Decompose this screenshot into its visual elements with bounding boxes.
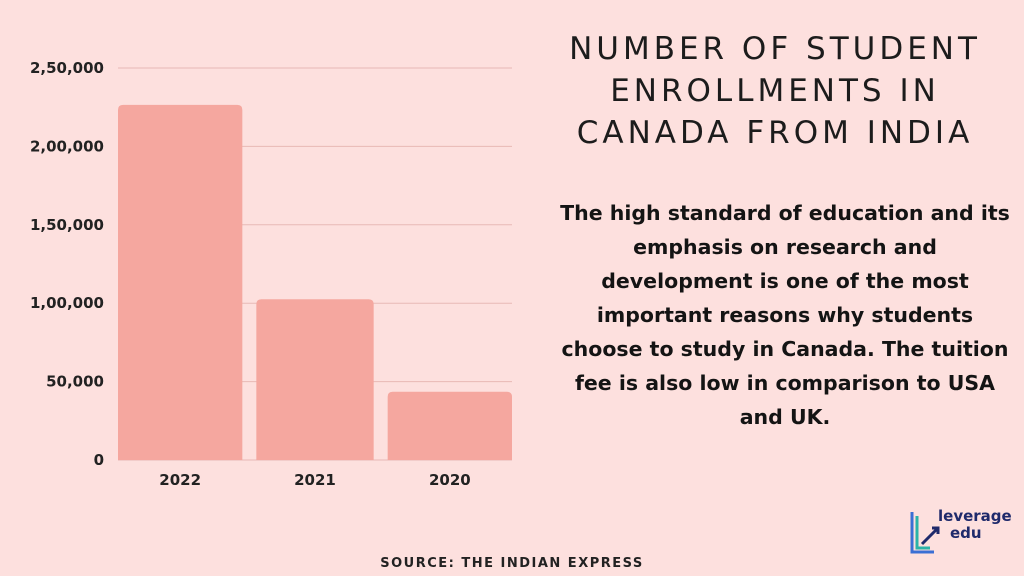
logo-text-line2: edu (950, 524, 982, 542)
y-tick-label: 2,00,000 (30, 137, 104, 155)
x-tick-label: 2020 (429, 471, 471, 489)
bar (118, 104, 243, 461)
bar (256, 299, 374, 460)
x-tick-label: 2022 (159, 471, 201, 489)
y-tick-label: 1,50,000 (30, 216, 104, 234)
description-text: The high standard of education and its e… (560, 201, 1010, 429)
y-tick-label: 0 (94, 451, 104, 469)
leverage-edu-logo[interactable]: leverage edu (908, 508, 1018, 558)
y-tick-label: 50,000 (46, 373, 104, 391)
bar (387, 391, 512, 460)
y-tick-label: 1,00,000 (30, 294, 104, 312)
logo-text-line1: leverage (938, 507, 1012, 525)
chart-title: NUMBER OF STUDENT ENROLLMENTS IN CANADA … (569, 31, 981, 151)
x-tick-label: 2021 (294, 471, 336, 489)
y-tick-label: 2,50,000 (30, 59, 104, 77)
logo-mark-icon (910, 512, 940, 554)
source-note: SOURCE: THE INDIAN EXPRESS (380, 556, 644, 571)
bar-chart: 0 50,000 1,00,000 1,50,000 2,00,000 2,50,000 2… (30, 59, 512, 489)
